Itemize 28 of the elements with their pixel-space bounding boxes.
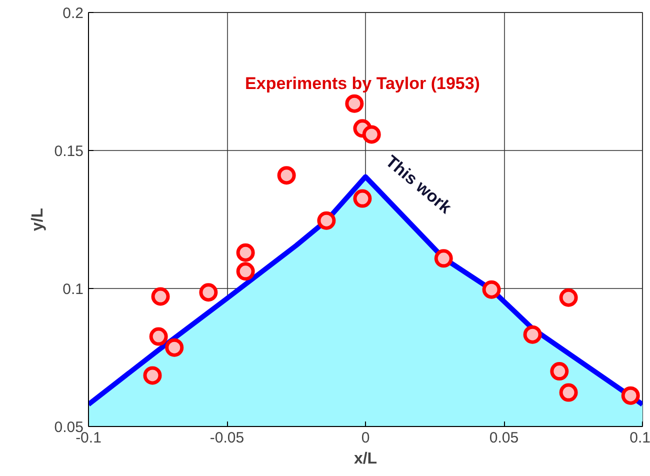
y-tick-label: 0.2 bbox=[62, 5, 84, 22]
y-tick-label: 0.15 bbox=[54, 143, 84, 160]
point bbox=[550, 362, 569, 381]
point bbox=[236, 262, 255, 281]
point bbox=[345, 94, 364, 113]
y-tick-label: 0.1 bbox=[62, 281, 84, 298]
y-axis-title: y/L bbox=[29, 208, 46, 232]
point bbox=[199, 283, 218, 302]
x-axis-title: x/L bbox=[354, 450, 378, 468]
point bbox=[362, 125, 381, 144]
point bbox=[151, 287, 170, 306]
point bbox=[482, 280, 501, 299]
point bbox=[353, 189, 372, 208]
point bbox=[523, 325, 542, 344]
point bbox=[236, 243, 255, 262]
x-tick-label: -0.05 bbox=[210, 430, 244, 446]
point bbox=[559, 383, 578, 402]
point bbox=[434, 249, 453, 268]
point bbox=[165, 338, 184, 357]
x-tick-label: 0 bbox=[361, 430, 370, 446]
point bbox=[621, 386, 640, 405]
point bbox=[559, 288, 578, 307]
point bbox=[277, 166, 296, 185]
x-tick-label: 0.1 bbox=[630, 430, 650, 446]
point bbox=[149, 327, 168, 346]
point bbox=[143, 366, 162, 385]
x-tick-label: 0.05 bbox=[489, 430, 519, 446]
point bbox=[317, 211, 336, 230]
